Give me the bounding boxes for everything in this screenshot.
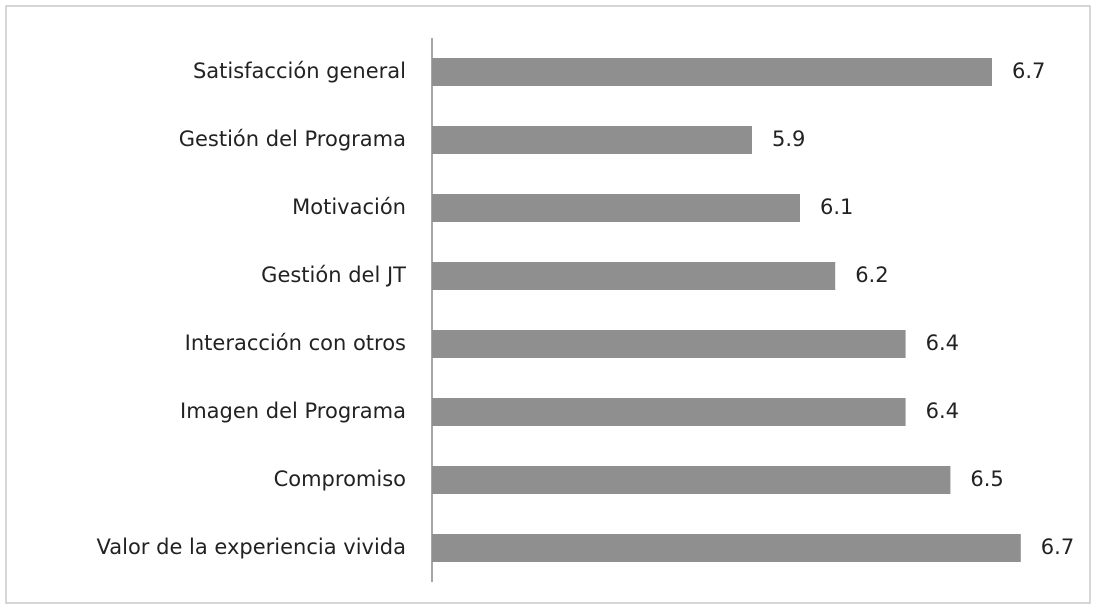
bar: [432, 466, 951, 494]
y-tick-label: Motivación: [292, 195, 406, 219]
bar: [432, 58, 992, 86]
bar: [432, 330, 906, 358]
value-label: 6.7: [1012, 59, 1045, 83]
value-label: 6.4: [926, 399, 959, 423]
bar: [432, 126, 752, 154]
y-tick-label: Interacción con otros: [185, 331, 406, 355]
bar: [432, 398, 906, 426]
y-tick-label: Valor de la experiencia vivida: [97, 535, 406, 559]
value-label: 6.5: [970, 467, 1003, 491]
value-label: 5.9: [772, 127, 805, 151]
value-label: 6.1: [820, 195, 853, 219]
chart-frame: [5, 5, 1091, 604]
bar: [432, 194, 800, 222]
value-label: 6.2: [855, 263, 888, 287]
value-label: 6.7: [1041, 535, 1074, 559]
y-tick-label: Gestión del Programa: [179, 127, 406, 151]
y-tick-label: Satisfacción general: [193, 59, 406, 83]
bar: [432, 262, 836, 290]
y-tick-label: Gestión del JT: [261, 263, 406, 287]
bar: [432, 534, 1021, 562]
value-label: 6.4: [926, 331, 959, 355]
y-tick-label: Compromiso: [274, 467, 406, 491]
y-tick-label: Imagen del Programa: [180, 399, 406, 423]
